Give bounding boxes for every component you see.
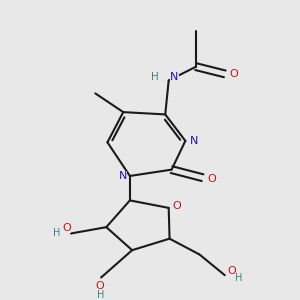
Text: H: H [53, 229, 61, 238]
Text: H: H [235, 273, 242, 283]
Text: O: O [95, 280, 104, 290]
Text: O: O [228, 266, 236, 276]
Text: H: H [151, 72, 159, 82]
Text: O: O [62, 223, 71, 233]
Text: O: O [172, 201, 181, 211]
Text: N: N [190, 136, 198, 146]
Text: O: O [229, 69, 238, 79]
Text: N: N [170, 72, 178, 82]
Text: O: O [208, 174, 216, 184]
Text: N: N [118, 171, 127, 181]
Text: H: H [98, 290, 105, 300]
